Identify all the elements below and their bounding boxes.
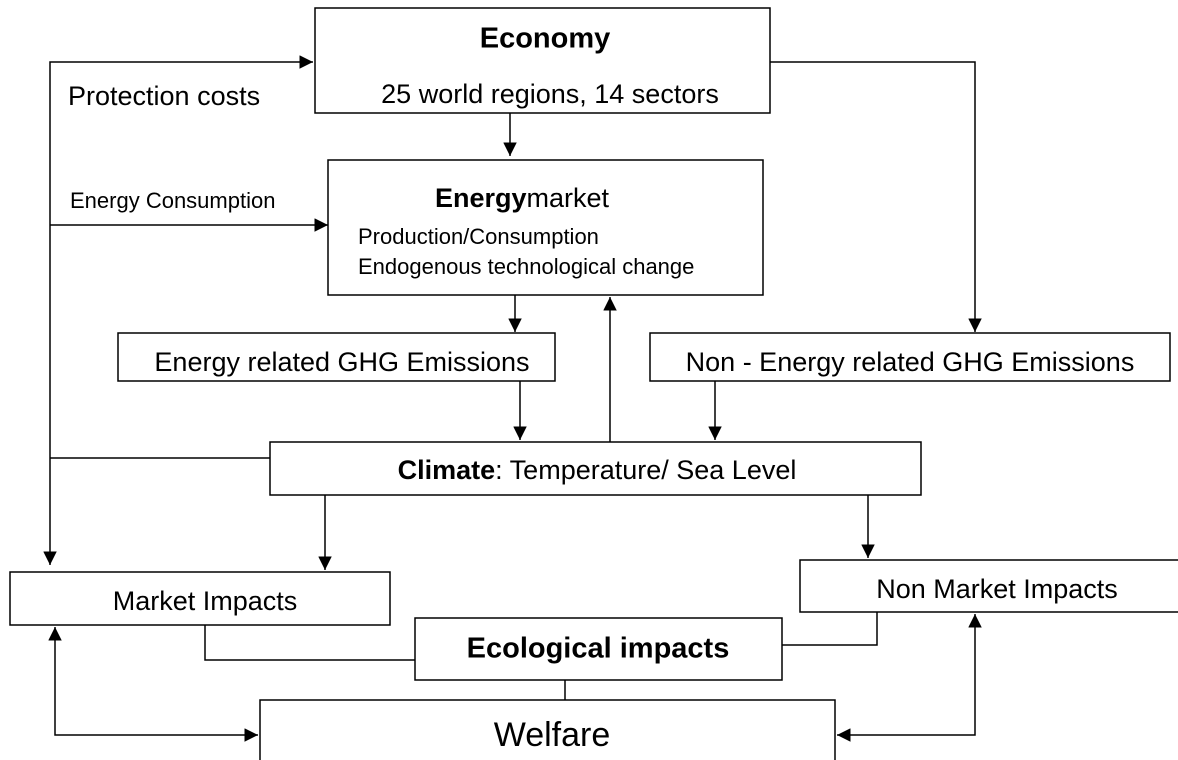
- nonenergy-emissions-label: Non - Energy related GHG Emissions: [686, 347, 1135, 377]
- climate-title: Climate: [398, 455, 496, 485]
- nonenergy-emissions-box: [649, 332, 1171, 382]
- market-impacts-box: [9, 571, 391, 626]
- energy-market-line: Production/Consumption: [358, 224, 599, 249]
- nonmarket-impacts-box: [799, 559, 1178, 613]
- energy-market-title-bold: Energy: [435, 183, 527, 213]
- market-welfare-link: [48, 627, 258, 742]
- economy-box: [314, 7, 771, 114]
- climate-detail: : Temperature/ Sea Level: [495, 455, 796, 485]
- economy-to-nonenergy-arrow: [770, 61, 982, 332]
- nonmarket-to-ecological-link: [782, 612, 878, 646]
- economy-detail: 25 world regions, 14 sectors: [381, 79, 719, 109]
- protection-costs-label: Protection costs: [68, 81, 260, 111]
- energy-market-line: Endogenous technological change: [358, 254, 694, 279]
- ecological-label: Ecological impacts: [467, 633, 730, 665]
- protection-costs-link: [43, 55, 313, 565]
- energy-market-title: Energymarket: [435, 183, 610, 213]
- nonmarket-welfare-link: [837, 614, 982, 742]
- climate-label: Climate: Temperature/ Sea Level: [398, 455, 797, 485]
- market-to-ecological-link: [204, 625, 415, 661]
- welfare-label: Welfare: [494, 716, 611, 754]
- ecological-box: [414, 617, 783, 681]
- energy-market-title-rest: market: [527, 183, 610, 213]
- energy-consumption-label: Energy Consumption: [70, 188, 275, 213]
- economy-title: Economy: [480, 23, 611, 55]
- market-impacts-label: Market Impacts: [113, 586, 298, 616]
- connectors: [43, 55, 982, 742]
- welfare-box: [259, 699, 836, 760]
- nonmarket-impacts-label: Non Market Impacts: [876, 574, 1118, 604]
- energy-emissions-box: [117, 332, 556, 382]
- energy-emissions-label: Energy related GHG Emissions: [154, 347, 529, 377]
- climate-box: [269, 441, 922, 496]
- energy-market-box: [327, 159, 764, 296]
